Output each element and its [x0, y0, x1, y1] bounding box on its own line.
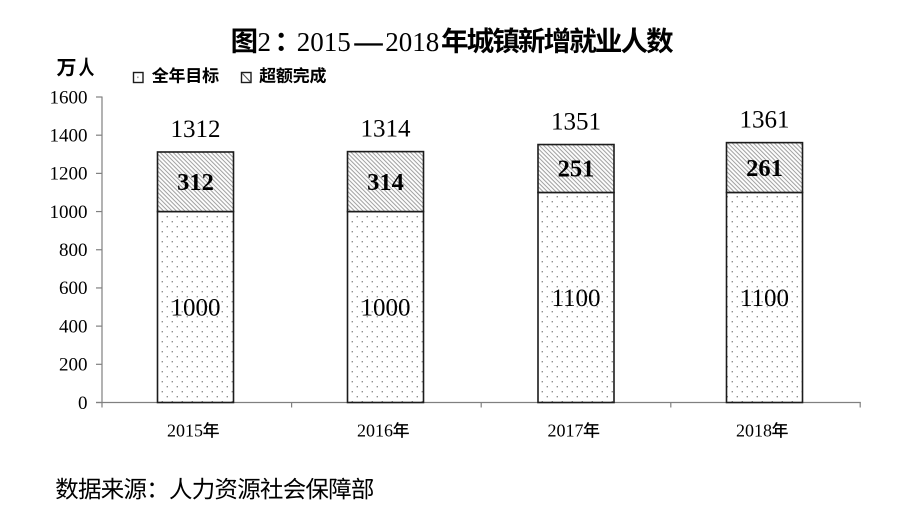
svg-text:312: 312 — [177, 169, 214, 196]
svg-text:1100: 1100 — [740, 285, 789, 312]
svg-text:2015: 2015 — [297, 27, 351, 57]
svg-text:2: 2 — [258, 27, 272, 57]
svg-text:0: 0 — [78, 393, 88, 414]
svg-text:2015: 2015 — [167, 421, 203, 441]
svg-text:251: 251 — [558, 156, 595, 183]
svg-text:1361: 1361 — [740, 106, 790, 133]
svg-text:261: 261 — [746, 155, 783, 182]
svg-text:1000: 1000 — [171, 294, 221, 321]
svg-text:600: 600 — [59, 278, 88, 299]
svg-text:1314: 1314 — [361, 115, 412, 142]
svg-text:400: 400 — [59, 316, 88, 337]
svg-text:2018: 2018 — [736, 421, 772, 441]
svg-text:1000: 1000 — [361, 294, 411, 321]
svg-text:1400: 1400 — [50, 126, 88, 147]
svg-text:1600: 1600 — [50, 87, 88, 108]
svg-text:1100: 1100 — [551, 285, 600, 312]
svg-text:1312: 1312 — [171, 116, 221, 143]
svg-text:2016: 2016 — [357, 421, 393, 441]
svg-text:1200: 1200 — [50, 164, 88, 185]
svg-text:2017: 2017 — [548, 421, 584, 441]
svg-text:2018: 2018 — [385, 27, 439, 57]
svg-text:1000: 1000 — [50, 202, 88, 223]
svg-text:200: 200 — [59, 355, 88, 376]
svg-text:314: 314 — [367, 169, 404, 196]
svg-text:800: 800 — [59, 240, 88, 261]
svg-text:1351: 1351 — [551, 108, 601, 135]
